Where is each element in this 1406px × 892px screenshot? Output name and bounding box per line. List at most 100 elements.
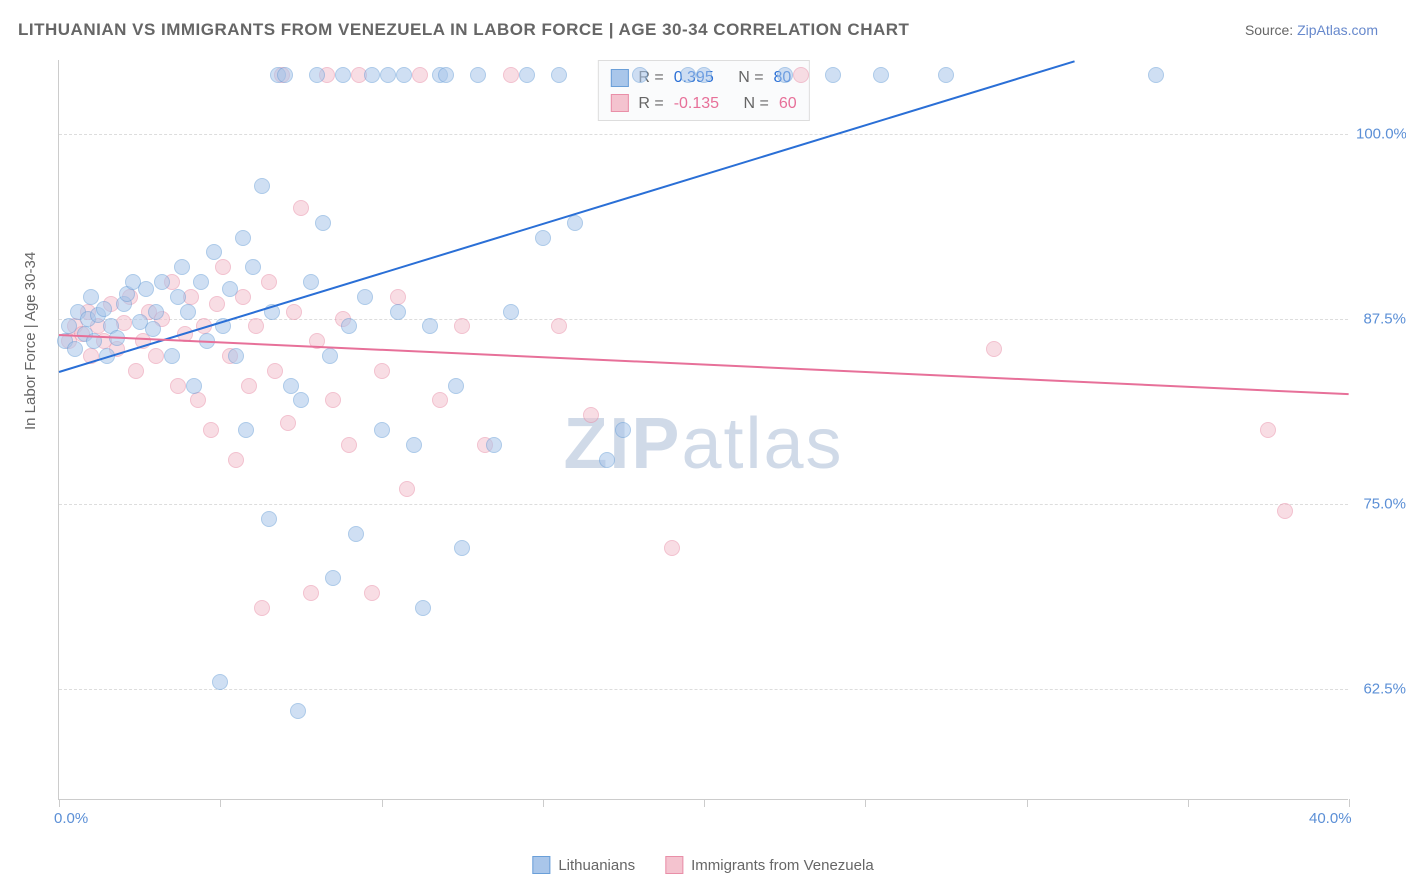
scatter-point [680,67,696,83]
scatter-point [1148,67,1164,83]
bottom-legend: Lithuanians Immigrants from Venezuela [532,856,873,874]
scatter-point [309,67,325,83]
scatter-point [209,296,225,312]
scatter-point [986,341,1002,357]
scatter-point [186,378,202,394]
scatter-point [128,363,144,379]
scatter-point [432,392,448,408]
legend-label-pink: Immigrants from Venezuela [691,857,874,874]
scatter-point [341,318,357,334]
scatter-point [422,318,438,334]
gridline-h [59,134,1348,135]
scatter-point [145,321,161,337]
ytick-label: 100.0% [1356,126,1406,143]
stat-n-label: N = [738,65,763,91]
scatter-point [415,600,431,616]
scatter-point [83,289,99,305]
scatter-point [567,215,583,231]
xtick-mark [59,799,60,807]
source-attribution: Source: ZipAtlas.com [1245,22,1378,38]
scatter-point [341,437,357,453]
scatter-point [374,422,390,438]
scatter-point [632,67,648,83]
scatter-point [470,67,486,83]
scatter-point [138,281,154,297]
scatter-point [315,215,331,231]
xtick-mark [543,799,544,807]
scatter-point [212,674,228,690]
legend-item-pink: Immigrants from Venezuela [665,856,874,874]
legend-swatch-blue-icon [532,856,550,874]
scatter-point [254,178,270,194]
scatter-point [238,422,254,438]
scatter-point [228,452,244,468]
stat-r-label-2: R = [638,91,663,117]
xtick-label-left: 0.0% [54,810,88,827]
scatter-point [696,67,712,83]
gridline-h [59,504,1348,505]
trend-line-blue [59,60,1075,373]
scatter-point [303,585,319,601]
scatter-point [290,703,306,719]
scatter-point [283,378,299,394]
xtick-mark [1188,799,1189,807]
scatter-point [261,274,277,290]
scatter-point [254,600,270,616]
scatter-point [793,67,809,83]
scatter-point [503,304,519,320]
xtick-label-right: 40.0% [1309,810,1352,827]
scatter-point [286,304,302,320]
scatter-point [67,341,83,357]
scatter-point [277,67,293,83]
swatch-pink-icon [610,94,628,112]
scatter-point [664,540,680,556]
chart-container: LITHUANIAN VS IMMIGRANTS FROM VENEZUELA … [0,0,1406,892]
watermark: ZIPatlas [563,403,843,485]
scatter-point [777,67,793,83]
scatter-point [325,392,341,408]
xtick-mark [704,799,705,807]
scatter-point [390,304,406,320]
source-label: Source: [1245,22,1293,38]
scatter-point [364,67,380,83]
gridline-h [59,689,1348,690]
scatter-point [174,259,190,275]
xtick-mark [1027,799,1028,807]
scatter-point [599,452,615,468]
scatter-point [325,570,341,586]
xtick-mark [865,799,866,807]
xtick-mark [1349,799,1350,807]
scatter-point [248,318,264,334]
scatter-point [390,289,406,305]
source-link[interactable]: ZipAtlas.com [1297,22,1378,38]
scatter-point [215,259,231,275]
scatter-point [96,301,112,317]
scatter-point [438,67,454,83]
chart-title: LITHUANIAN VS IMMIGRANTS FROM VENEZUELA … [18,20,909,40]
scatter-point [245,259,261,275]
scatter-point [154,274,170,290]
scatter-point [235,230,251,246]
scatter-point [380,67,396,83]
scatter-point [357,289,373,305]
scatter-point [448,378,464,394]
scatter-point [825,67,841,83]
scatter-point [261,511,277,527]
scatter-point [148,348,164,364]
scatter-point [873,67,889,83]
scatter-point [322,348,338,364]
plot-area: ZIPatlas R = 0.395 N = 80 R = -0.135 N =… [58,60,1348,800]
scatter-point [293,200,309,216]
scatter-point [280,415,296,431]
scatter-point [412,67,428,83]
scatter-point [615,422,631,438]
ytick-label: 87.5% [1356,311,1406,328]
stat-r-pink: -0.135 [674,91,719,117]
scatter-point [203,422,219,438]
y-axis-label: In Labor Force | Age 30-34 [22,252,39,430]
scatter-point [399,481,415,497]
scatter-point [164,348,180,364]
scatter-point [228,348,244,364]
scatter-point [583,407,599,423]
swatch-blue-icon [610,69,628,87]
